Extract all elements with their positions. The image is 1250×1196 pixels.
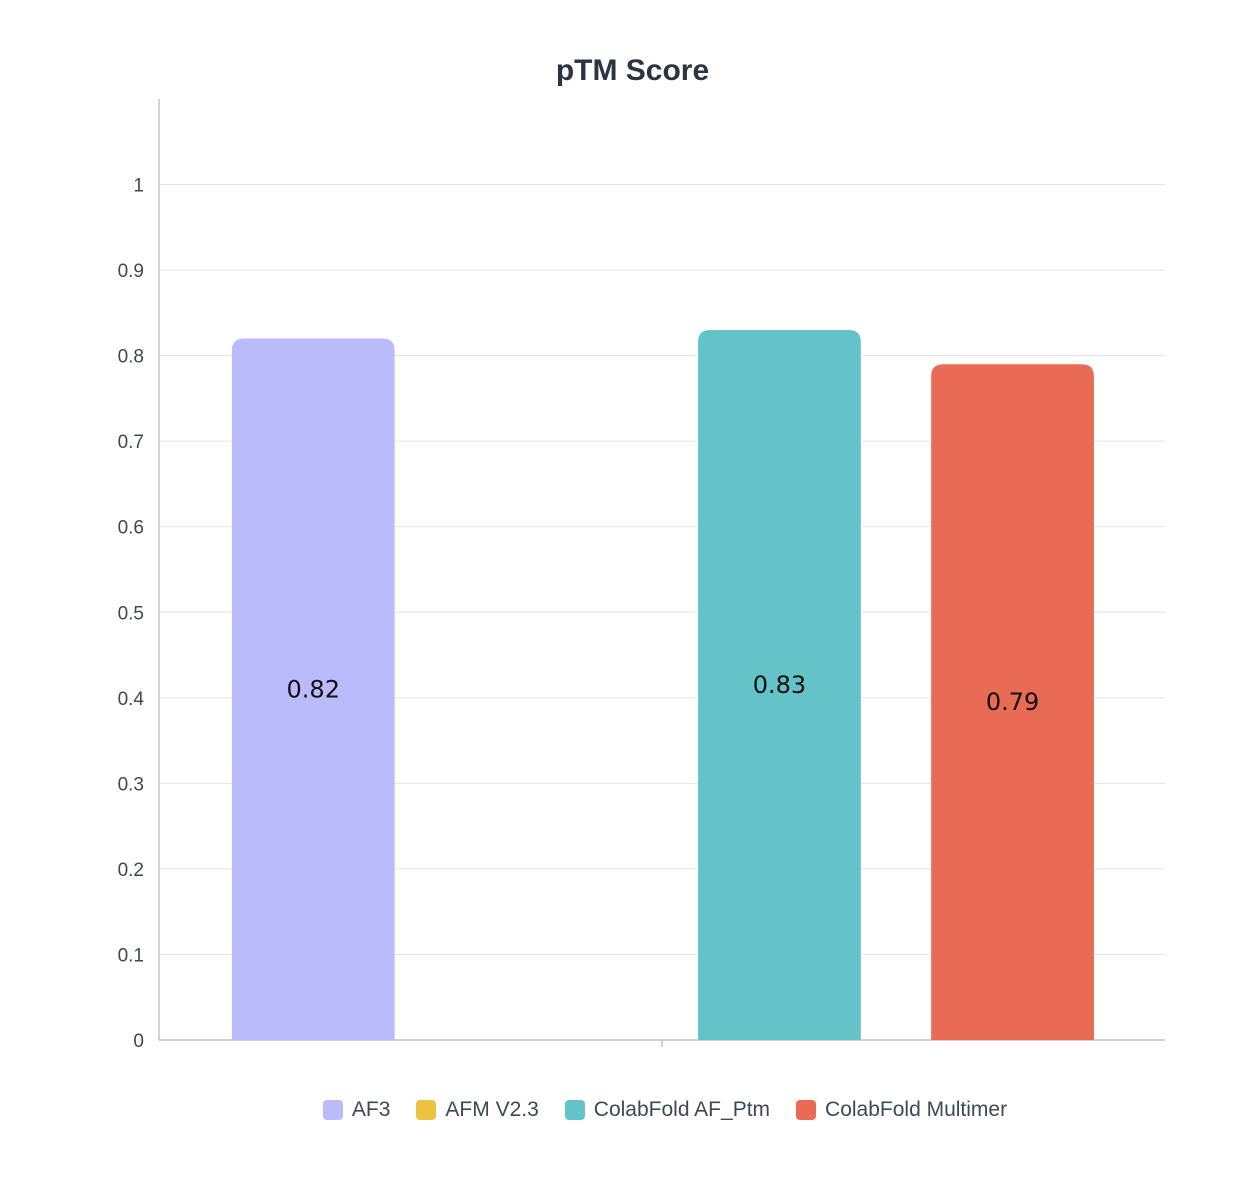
y-tick-label: 0.3	[118, 774, 144, 795]
bar	[698, 329, 861, 1040]
legend-label: AF3	[351, 1098, 391, 1121]
legend-swatch	[796, 1100, 817, 1120]
y-tick-label: 0.4	[118, 689, 145, 710]
legend-label: AFM V2.3	[445, 1098, 539, 1121]
legend-swatch	[416, 1100, 437, 1120]
data-label: 0.79	[986, 688, 1039, 716]
y-tick-label: 0.1	[118, 945, 144, 966]
legend-swatch	[564, 1100, 585, 1120]
y-tick-label: 0.9	[118, 261, 144, 282]
y-tick-label: 0	[133, 1031, 144, 1052]
legend-item[interactable]: ColabFold AF_Ptm	[564, 1098, 771, 1122]
y-tick-label: 0.7	[118, 432, 144, 453]
legend-item[interactable]: AFM V2.3	[416, 1098, 539, 1122]
bar	[931, 364, 1094, 1040]
y-tick-label: 0.6	[118, 518, 144, 539]
y-tick-label: 0.5	[118, 603, 144, 624]
chart-title: pTM Score	[555, 54, 710, 87]
legend-swatch	[322, 1100, 343, 1120]
legend-label: ColabFold AF_Ptm	[593, 1098, 771, 1121]
legend: AF3 AFM V2.3 ColabFold AF_Ptm ColabFold Mul…	[0, 1098, 1250, 1122]
bar	[231, 338, 395, 1040]
legend-item[interactable]: AF3	[322, 1098, 391, 1122]
data-label: 0.83	[753, 671, 806, 699]
y-tick-label: 0.8	[118, 347, 144, 368]
y-tick-label: 0.2	[118, 860, 144, 881]
legend-item[interactable]: ColabFold Multimer	[796, 1098, 1007, 1122]
legend-label: ColabFold Multimer	[825, 1098, 1008, 1121]
data-label: 0.82	[287, 675, 340, 703]
y-tick-label: 1	[133, 176, 144, 197]
